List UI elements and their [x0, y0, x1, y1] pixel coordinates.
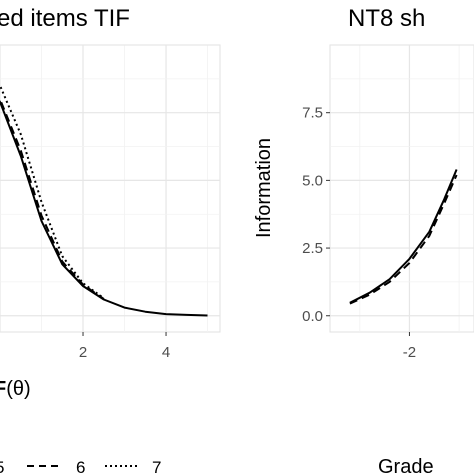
- right-x-ticks: -2: [403, 332, 416, 361]
- right-panel: NT8 sh 0.0 2.5 5.0 7.5 -2 Information: [253, 5, 474, 361]
- right-series-dashed-line: [349, 174, 458, 305]
- right-series-solid-line: [349, 169, 458, 304]
- right-curves: [349, 169, 458, 305]
- legend-title: Grade: [378, 456, 434, 474]
- left-x-axis-label: F(θ): [0, 378, 31, 400]
- right-panel-background: [329, 44, 474, 333]
- right-gridlines: [330, 44, 474, 332]
- right-x-tick-label: -2: [403, 344, 416, 361]
- right-y-tick-label: 5.0: [302, 172, 323, 189]
- left-panel-background: [0, 44, 221, 333]
- right-panel-title: NT8 sh: [348, 5, 425, 32]
- left-x-tick-label: 4: [162, 344, 170, 361]
- left-x-tick-label: 2: [79, 344, 87, 361]
- right-y-axis-label: Information: [253, 138, 275, 238]
- left-panel-title: ed items TIF: [0, 5, 130, 32]
- right-y-ticks: 0.0 2.5 5.0 7.5: [302, 105, 330, 325]
- right-y-tick-label: 7.5: [302, 105, 323, 122]
- legend-label-5: 5: [0, 458, 4, 474]
- left-series-dashed-line: [0, 97, 105, 300]
- legend: 5 6 7 Grade: [0, 456, 434, 474]
- right-y-tick-label: 0.0: [302, 308, 323, 325]
- right-y-tick-label: 2.5: [302, 240, 323, 257]
- left-gridlines: [0, 44, 220, 332]
- legend-label-6: 6: [76, 458, 85, 474]
- left-curves: [0, 84, 208, 317]
- legend-label-7: 7: [152, 458, 161, 474]
